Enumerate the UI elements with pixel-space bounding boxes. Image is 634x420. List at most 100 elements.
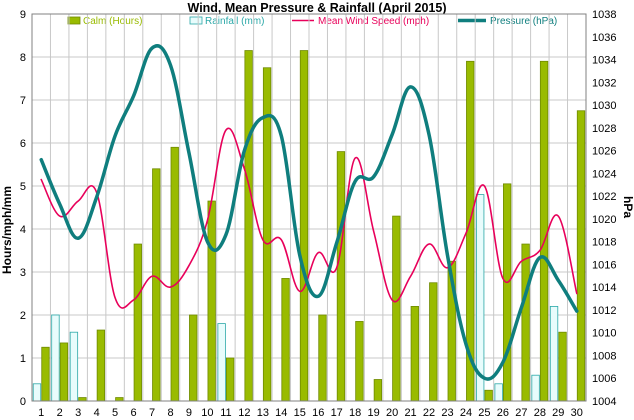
legend-pressure: Pressure (hPa): [458, 16, 557, 27]
calm-bar: [373, 379, 383, 402]
calm-bar: [244, 50, 253, 402]
right-tick-label: 1020: [592, 214, 616, 226]
legend-label: Pressure (hPa): [490, 16, 557, 27]
left-tick-label: 5: [20, 181, 26, 193]
x-axis-ticks: 1 2 3 4 5 6 7 8 9 10 11 12 13 14 15 16 17 18 19 20 21 22 23 24 2…: [38, 407, 583, 419]
x-tick-label: 5: [112, 407, 118, 419]
right-tick-label: 1012: [592, 305, 616, 317]
x-tick-label: 4: [94, 407, 100, 419]
right-tick-label: 1030: [592, 100, 616, 112]
left-axis-ticks: 0 1 2 3 4 5 6 7 8 9: [20, 9, 26, 408]
calm-bar: [355, 321, 364, 402]
calm-bar: [392, 215, 401, 402]
left-tick-label: 3: [20, 267, 26, 279]
plot-border: [31, 13, 587, 402]
x-tick-label: 27: [515, 407, 527, 419]
right-tick-label: 1008: [592, 350, 616, 362]
calm-bar: [189, 314, 198, 402]
rainfall-bar: [69, 331, 79, 402]
series-lines: [39, 44, 579, 381]
y-axis-label-right: hPa: [621, 196, 634, 218]
left-tick-label: 8: [20, 52, 26, 64]
x-tick-label: 11: [220, 407, 231, 419]
bars: [32, 50, 586, 402]
rainfall-bar: [549, 305, 559, 402]
right-tick-label: 1016: [592, 259, 616, 271]
rainfall-bar: [494, 383, 503, 402]
calm-bar: [521, 243, 530, 402]
right-tick-label: 1034: [592, 55, 616, 67]
x-tick-label: 22: [423, 407, 435, 419]
x-tick-label: 3: [75, 407, 81, 419]
left-tick-label: 9: [20, 9, 26, 21]
x-tick-label: 7: [149, 407, 155, 419]
x-tick-label: 17: [331, 407, 343, 419]
calm-bar: [539, 60, 549, 402]
x-tick-label: 12: [238, 407, 250, 419]
x-tick-label: 29: [552, 407, 564, 419]
x-tick-label: 16: [312, 407, 324, 419]
x-tick-label: 24: [460, 407, 472, 419]
left-tick-label: 7: [20, 95, 26, 107]
calm-bar: [96, 329, 106, 402]
calm-bar: [207, 200, 216, 402]
legend-label: Calm (Hours): [83, 16, 142, 27]
legend-calm: Calm (Hours): [67, 16, 142, 27]
right-tick-label: 1032: [592, 77, 616, 89]
plot-frame: [31, 13, 587, 402]
rainfall-bar: [32, 383, 42, 402]
calm-bar: [152, 168, 161, 402]
right-tick-label: 1026: [592, 146, 616, 158]
calm-bar: [429, 282, 438, 402]
calm-bar: [484, 389, 493, 402]
right-tick-label: 1038: [592, 9, 616, 21]
left-tick-label: 0: [20, 396, 26, 408]
right-tick-label: 1004: [592, 396, 616, 408]
x-tick-label: 10: [201, 407, 213, 419]
calm-bar: [281, 278, 290, 402]
left-tick-label: 4: [20, 224, 26, 236]
x-tick-label: 18: [349, 407, 361, 419]
legend-label: Mean Wind Speed (mph): [318, 16, 429, 27]
calm-bar: [410, 305, 419, 402]
rainfall-bar: [217, 323, 226, 402]
x-tick-label: 20: [386, 407, 398, 419]
left-tick-label: 6: [20, 138, 26, 150]
x-tick-label: 26: [497, 407, 509, 419]
x-tick-label: 19: [368, 407, 380, 419]
left-tick-label: 1: [20, 353, 26, 365]
x-tick-label: 14: [275, 407, 287, 419]
calm-bar: [502, 183, 512, 402]
x-tick-label: 28: [534, 407, 546, 419]
x-tick-label: 23: [441, 407, 453, 419]
calm-bar: [318, 314, 327, 402]
y-axis-label-left: Hours/mph/mm: [0, 186, 14, 274]
calm-bar: [133, 243, 142, 402]
calm-bar: [78, 397, 87, 402]
right-tick-label: 1006: [592, 373, 616, 385]
calm-bar: [41, 346, 50, 402]
x-tick-label: 30: [571, 407, 583, 419]
right-tick-label: 1014: [592, 282, 616, 294]
x-tick-label: 21: [404, 407, 416, 419]
left-tick-label: 2: [20, 310, 26, 322]
wind-speed-line: [40, 127, 578, 309]
chart-title: Wind, Mean Pressure & Rainfall (April 20…: [188, 1, 447, 15]
rainfall-bar: [51, 314, 60, 402]
right-tick-label: 1018: [592, 237, 616, 249]
calm-bar: [225, 357, 235, 402]
calm-bar: [336, 151, 346, 402]
x-tick-label: 9: [186, 407, 192, 419]
pressure-line: [39, 44, 579, 381]
x-tick-label: 15: [294, 407, 306, 419]
legend-wind-speed: Mean Wind Speed (mph): [292, 16, 429, 27]
x-tick-label: 6: [131, 407, 137, 419]
right-axis-ticks: 1004 1006 1008 1010 1012 1014 1016 1018 1020 1022…: [592, 9, 616, 408]
right-tick-label: 1028: [592, 123, 616, 135]
calm-bar: [558, 331, 567, 402]
calm-bar: [299, 50, 309, 402]
rainfall-bar: [531, 374, 540, 402]
x-tick-label: 1: [38, 407, 44, 419]
x-tick-label: 8: [167, 407, 173, 419]
